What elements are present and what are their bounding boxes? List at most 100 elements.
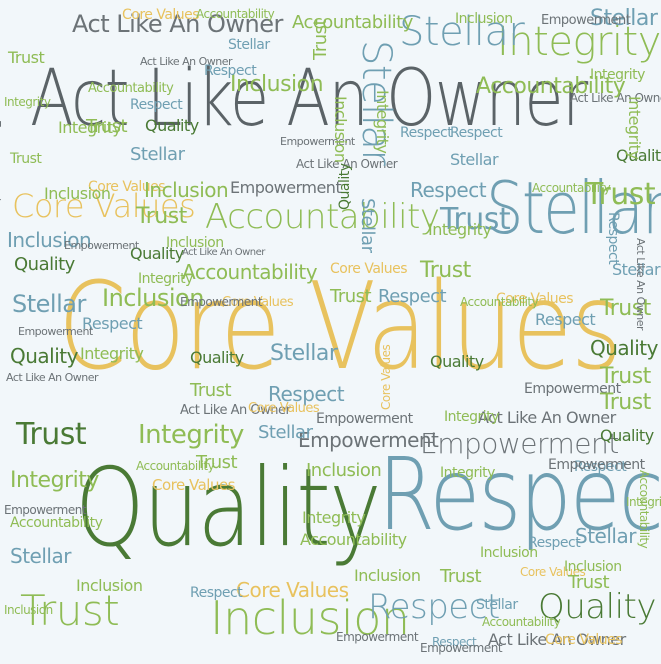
word-empowerment: Empowerment [420,641,503,655]
word-respect: Respect [400,125,453,141]
word-quality: Quality [14,254,75,275]
word-core-values: Core Values [58,258,622,397]
word-trust: Trust [136,204,187,229]
word-integrity: Integrity [138,271,193,287]
word-integrity: Integrity [440,465,495,481]
word-empowerment: Empowerment [280,135,355,148]
word-stellar: Stellar [258,422,313,443]
word-accountability: Accountability [88,81,174,96]
word-stellar: Stellar [476,597,518,613]
word-accountability: Accountability [196,7,275,21]
word-inclusion: Inclusion [144,178,229,202]
word-inclusion: Inclusion [76,576,143,595]
word-inclusion: Inclusion [7,228,92,252]
word-act-like-an-owner: Act Like An Owner [296,157,398,171]
word-stellar: Stellar [450,150,499,169]
word-quality: Quality [600,426,654,445]
word-trust: Trust [440,566,482,587]
word-accountability: Accountability [532,181,611,195]
word-stellar: Stellar [10,544,71,568]
word-trust: Trust [600,390,651,415]
word-trust: Trust [310,18,331,60]
word-accountability: Accountability [637,470,651,549]
word-respect: Respect [450,125,503,141]
word-accountability: Accountability [292,12,413,33]
word-quality: Quality [337,163,353,210]
word-inclusion: Inclusion [331,96,350,163]
word-trust: Trust [420,258,471,283]
word-inclusion: Inclusion [230,72,324,97]
word-trust: Trust [600,296,651,321]
word-respect: Respect [605,212,621,265]
word-inclusion: Inclusion [102,284,204,312]
word-respect: Respect [528,535,581,551]
word-act-like-an-owner: Act Like An Owner [570,91,661,105]
word-quality: Quality [145,116,199,135]
word-core-values: Core Values [379,344,393,410]
word-core-values: Core Values [222,295,294,310]
word-core-values: Core Values [545,632,623,648]
word-act-like-an-owner: Act Like An Owner [182,247,265,258]
word-quality: Quality [10,344,78,368]
word-trust: Trust [86,116,128,137]
word-integrity: Integrity [80,344,144,363]
word-quality: Quality [590,336,658,360]
word-core-values: Core Values [122,7,200,23]
word-act-like-an-owner: Act Like An Owner [140,55,233,68]
word-empowerment: Empowerment [336,630,419,644]
word-integrity: Integrity [444,409,499,425]
word-act-like-an-owner: Act Like An Owner [478,408,616,427]
word-empowerment: Empowerment [316,411,413,427]
word-empowerment: Empowerment [18,325,93,338]
word-inclusion: Inclusion [4,603,53,617]
word-respect: Respect [378,286,447,307]
word-stellar: Stellar [12,290,86,318]
word-act-like-an-owner: Act Like An Owner [634,238,647,331]
word-integrity: Integrity [138,420,244,450]
word-accountability: Accountability [460,295,539,309]
word-empowerment: Empowerment [64,239,139,252]
word-core-values: Core Values [12,187,196,225]
word-empowerment: Empowerment [541,13,631,28]
word-respect: Respect [432,635,477,649]
word-core-values: Core Values [248,401,320,416]
word-accountability: Accountability [182,260,318,284]
word-inclusion: Inclusion [455,11,513,27]
word-stellar: Stellar [590,6,658,31]
word-inclusion: Inclusion [210,591,410,645]
word-quality: Quality [75,446,382,571]
word-respect: Respect [535,310,596,329]
word-quality: Quality [430,352,484,371]
word-trust: Trust [16,417,87,452]
word-stellar: Stellar [270,341,338,366]
word-act-like-an-owner: Act Like An Owner [30,54,588,144]
word-empowerment: Empowerment [230,178,342,197]
word-core-values: Core Values [236,578,349,602]
word-inclusion: Inclusion [44,184,111,203]
word-integrity: Integrity [625,96,644,160]
word-respect: Respect [574,459,627,475]
word-core-values: Core Values [496,291,574,307]
word-core-values: Core Values [152,476,236,494]
word-trust: Trust [440,202,511,237]
word-empowerment: Empowerment [0,120,3,203]
word-integrity: Integrity [58,118,122,137]
word-stellar: Stellar [399,9,525,55]
word-integrity: Integrity [497,19,661,65]
word-act-like-an-owner: Act Like An Owner [72,10,283,38]
word-accountability: Accountability [482,615,561,629]
word-empowerment: Empowerment [298,428,439,452]
word-inclusion: Inclusion [480,545,538,561]
word-empowerment: Empowerment [4,503,87,517]
word-inclusion: Inclusion [354,566,421,585]
word-empowerment: Empowerment [180,295,263,309]
word-trust: Trust [8,48,45,67]
word-trust: Trust [10,151,42,167]
word-quality: Quality [538,587,657,627]
word-integrity: Integrity [626,495,661,509]
word-empowerment: Empowerment [524,381,621,397]
word-act-like-an-owner: Act Like An Owner [488,630,626,649]
word-integrity: Integrity [10,468,99,493]
word-quality: Quality [130,244,184,263]
